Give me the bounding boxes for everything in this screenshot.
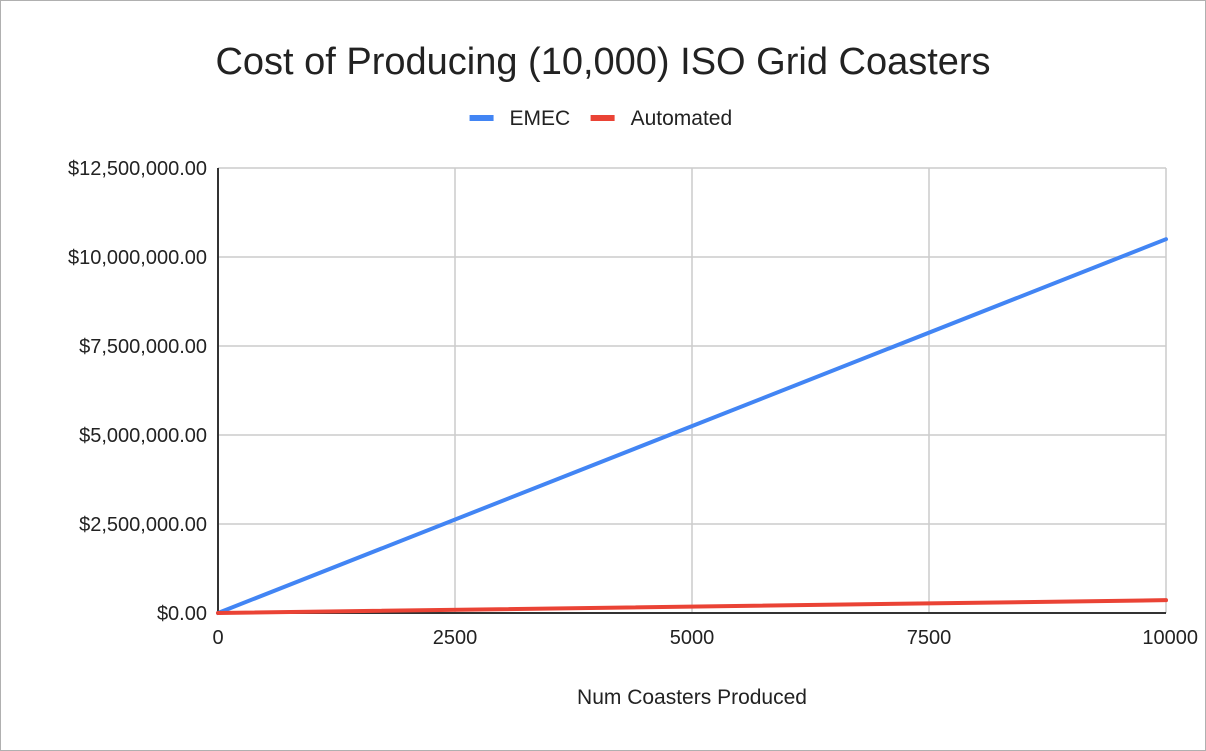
legend-swatch [469,115,494,121]
x-tick-label: 5000 [670,627,715,649]
axes [217,168,1166,614]
x-axis-ticks: 0 2500 5000 7500 10000 [212,627,1198,649]
x-tick-label: 7500 [907,627,952,649]
y-tick-label: $5,000,000.00 [79,425,207,447]
y-tick-label: $7,500,000.00 [79,336,207,358]
legend-item-emec[interactable]: EMEC [469,107,571,130]
y-tick-label: $10,000,000.00 [68,247,207,269]
legend: EMEC Automated [469,107,733,130]
legend-item-automated[interactable]: Automated [590,107,733,130]
x-axis-label: Num Coasters Produced [577,686,807,709]
y-tick-label: $12,500,000.00 [68,158,207,180]
x-tick-label: 0 [212,627,223,649]
series-lines [216,237,1168,615]
x-tick-label: 10000 [1142,627,1198,649]
legend-label: EMEC [510,107,571,130]
legend-swatch [590,115,615,121]
y-tick-label: $0.00 [157,603,207,625]
gridlines [218,167,1167,613]
y-tick-label: $2,500,000.00 [79,514,207,536]
chart-title: Cost of Producing (10,000) ISO Grid Coas… [215,41,990,83]
x-tick-label: 2500 [433,627,478,649]
y-axis-ticks: $0.00 $2,500,000.00 $5,000,000.00 $7,500,00… [68,158,207,625]
series-line-automated [216,598,1168,615]
series-line-emec [216,237,1168,615]
legend-label: Automated [631,107,733,130]
